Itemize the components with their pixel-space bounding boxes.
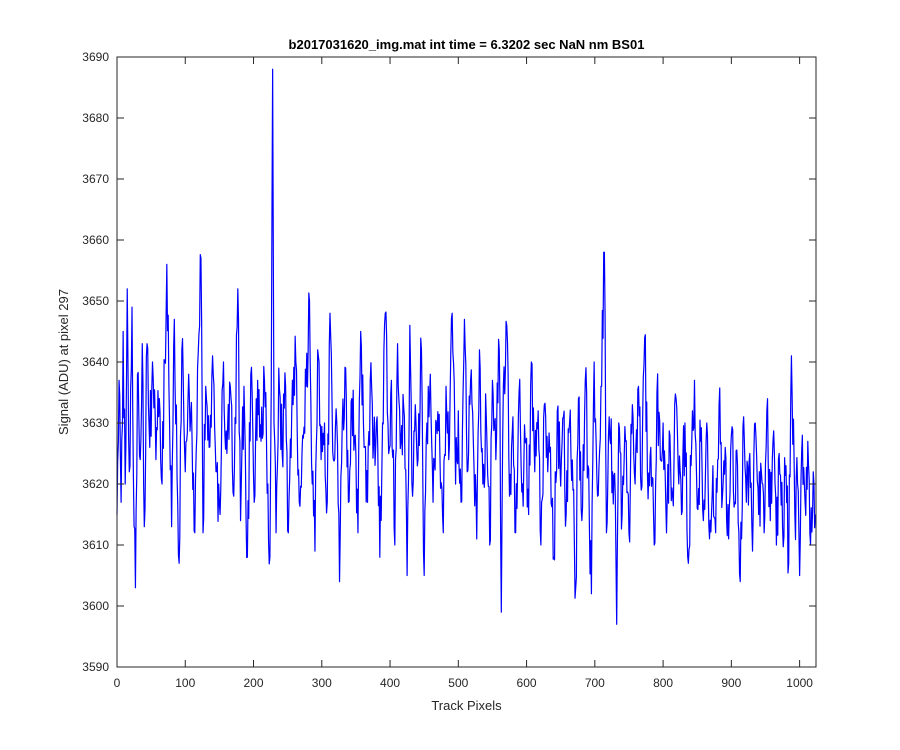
y-tick-label: 3690 [82,50,109,64]
y-axis-ticks: 3590 3600 3610 3620 3630 3640 3650 3660 3670 3680… [82,50,816,674]
x-tick-label: 800 [653,676,673,690]
y-tick-label: 3620 [82,477,109,491]
y-tick-label: 3640 [82,355,109,369]
x-tick-label: 0 [114,676,121,690]
x-tick-label: 1000 [786,676,813,690]
y-tick-label: 3680 [82,111,109,125]
y-tick-label: 3610 [82,538,109,552]
y-tick-label: 3660 [82,233,109,247]
x-tick-label: 900 [721,676,741,690]
y-axis-label: Signal (ADU) at pixel 297 [56,289,71,435]
y-tick-label: 3600 [82,599,109,613]
x-tick-label: 600 [517,676,537,690]
x-tick-label: 100 [175,676,195,690]
x-tick-label: 300 [312,676,332,690]
chart-title: b2017031620_img.mat int time = 6.3202 se… [289,37,645,52]
y-tick-label: 3630 [82,416,109,430]
plot-area [117,57,816,667]
series-line-0 [116,68,816,625]
y-tick-label: 3670 [82,172,109,186]
x-tick-label: 400 [380,676,400,690]
y-tick-label: 3590 [82,660,109,674]
x-axis-ticks: 0 100 200 300 400 500 600 700 800 900 1000 [114,57,813,690]
series-layer [116,68,816,625]
x-tick-label: 500 [448,676,468,690]
y-tick-label: 3650 [82,294,109,308]
x-axis-label: Track Pixels [431,698,502,713]
x-tick-label: 700 [585,676,605,690]
x-tick-label: 200 [244,676,264,690]
